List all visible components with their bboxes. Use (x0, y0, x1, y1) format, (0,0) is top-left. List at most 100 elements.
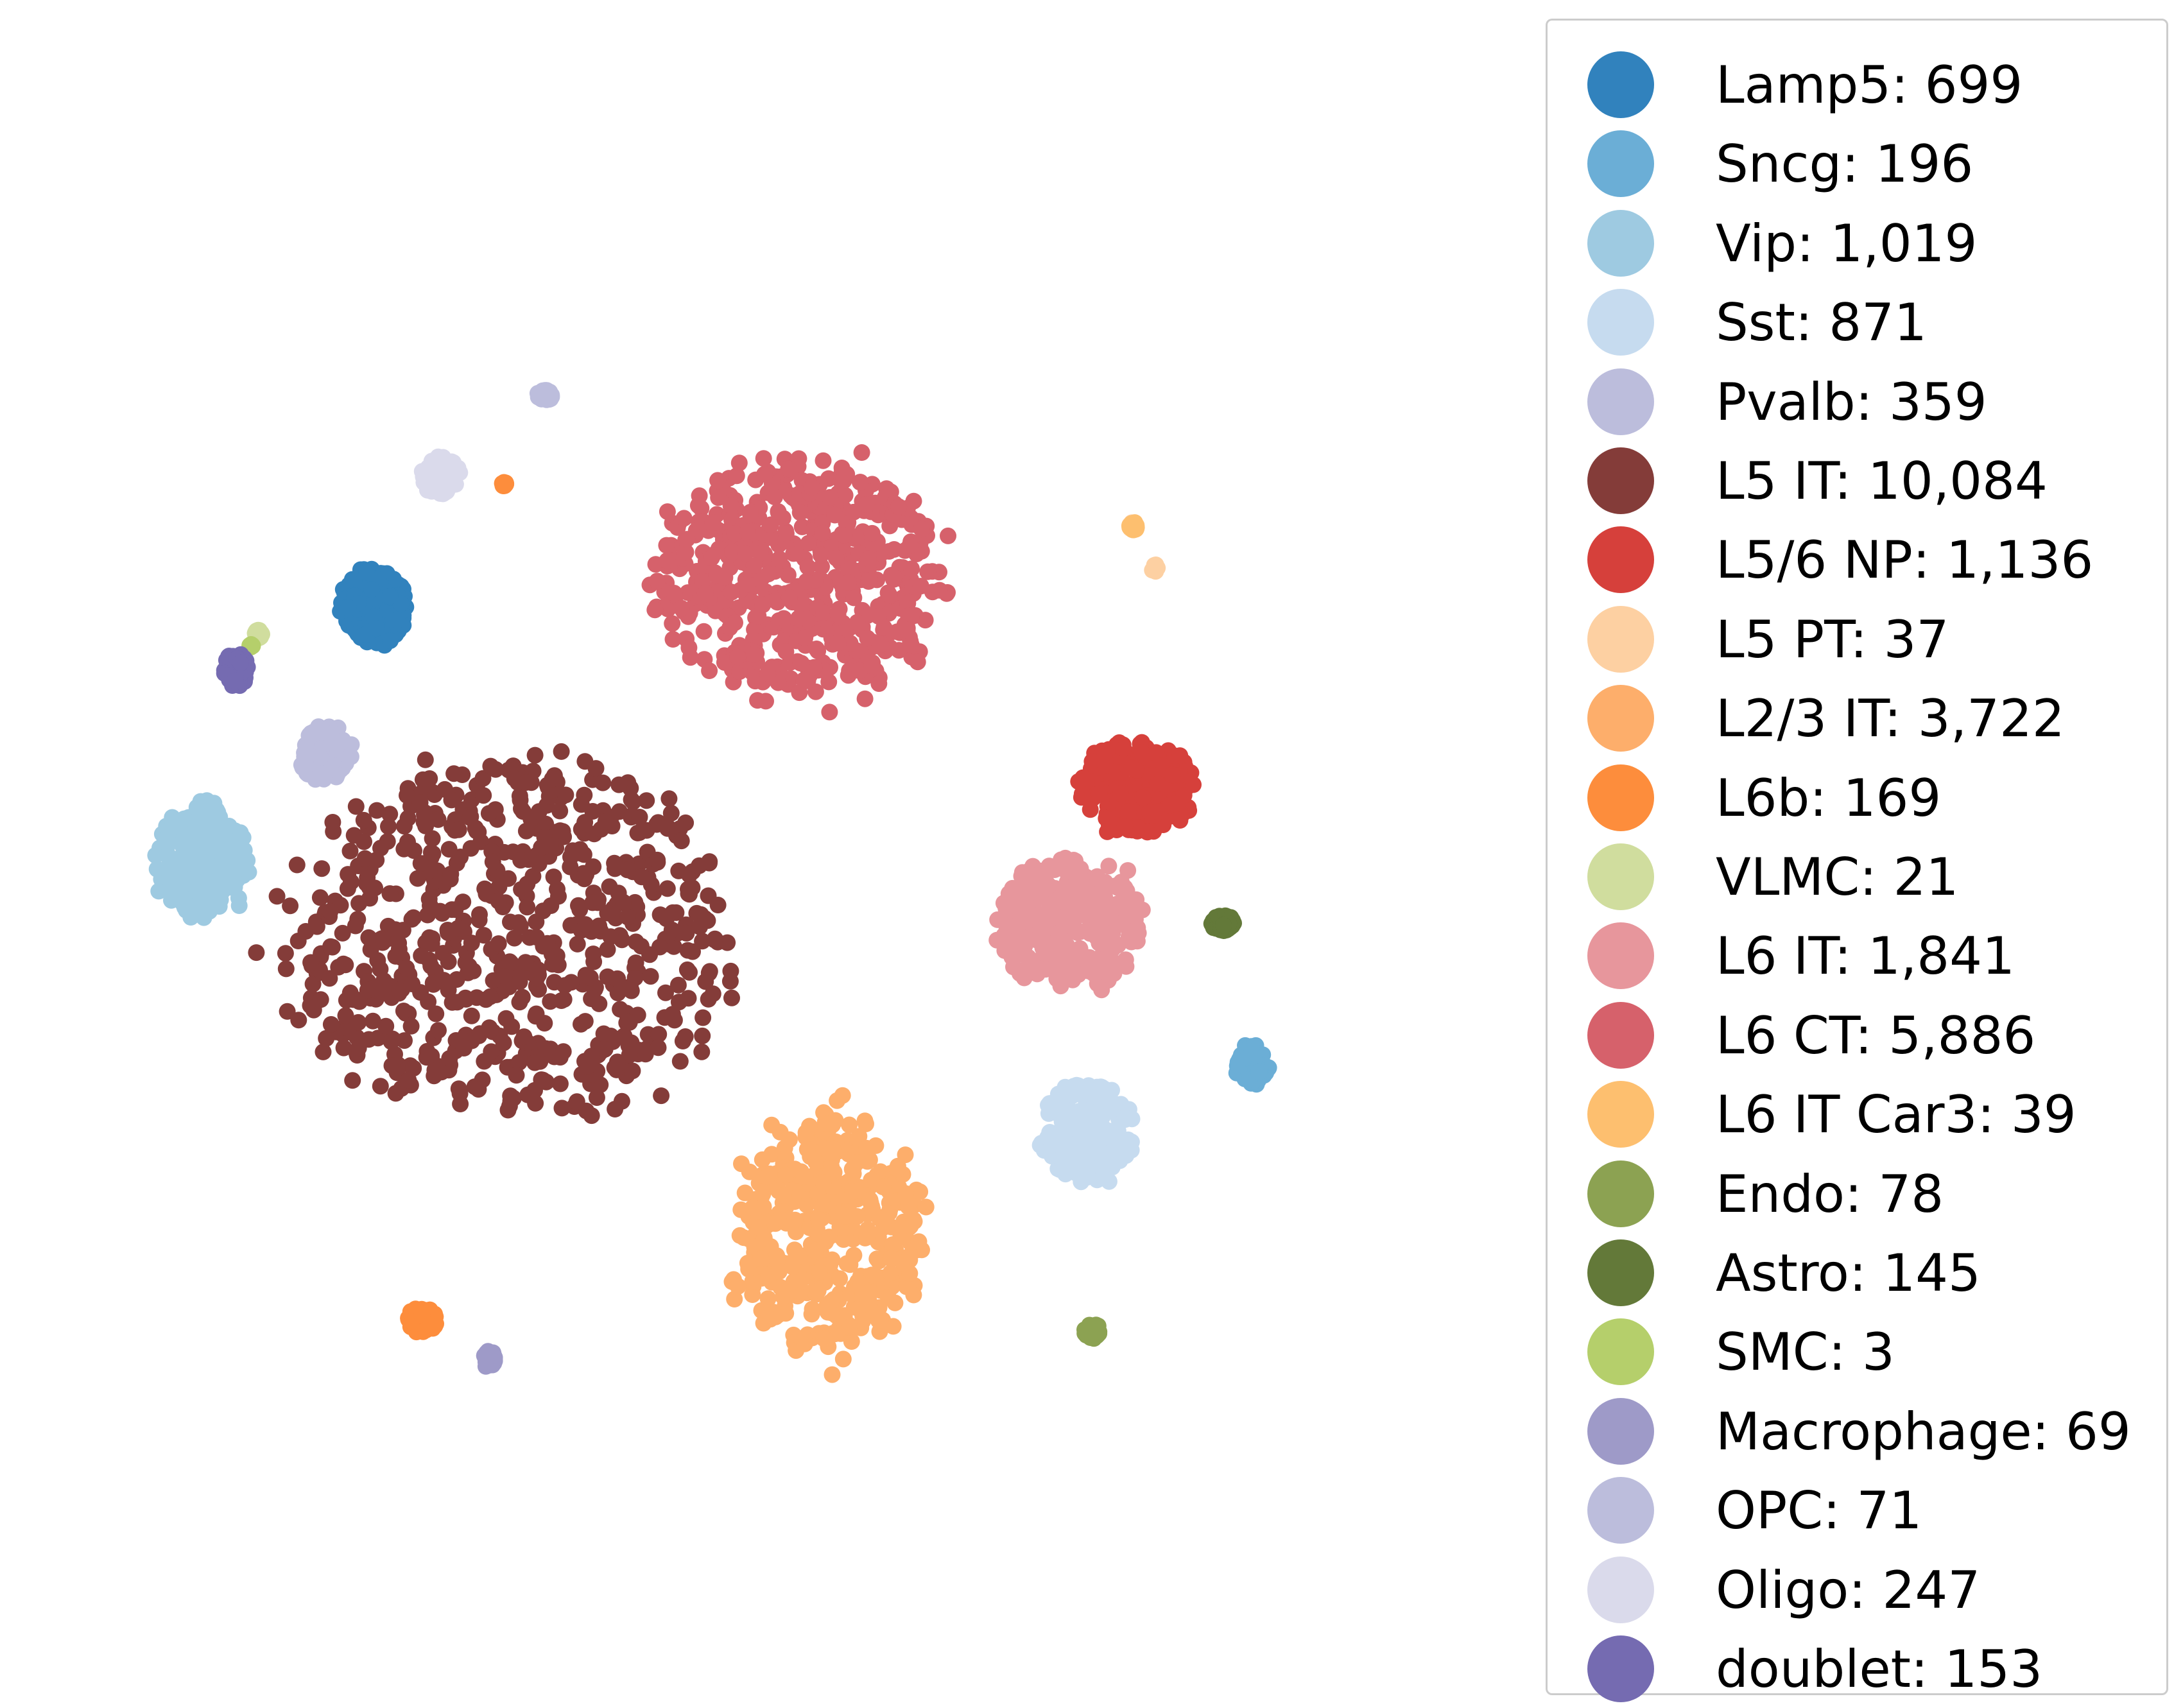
data-point (678, 531, 696, 548)
data-point (541, 385, 558, 402)
data-point (413, 947, 430, 964)
data-point (382, 632, 399, 650)
data-point (584, 803, 601, 820)
data-point (901, 1264, 919, 1282)
data-point (834, 1087, 851, 1104)
legend-item: doublet: 153 (1548, 1635, 2166, 1702)
data-point (1115, 740, 1132, 757)
data-point (799, 558, 816, 576)
data-point (345, 573, 363, 591)
data-point (610, 776, 628, 793)
data-point (696, 585, 714, 601)
data-point (863, 524, 881, 542)
data-point (340, 599, 357, 616)
data-point (1071, 923, 1089, 940)
data-point (451, 1085, 469, 1102)
data-point (836, 527, 853, 544)
data-point (422, 897, 438, 914)
data-point (356, 833, 372, 850)
data-point (838, 1207, 854, 1225)
legend-marker (1587, 1477, 1654, 1544)
data-point (204, 811, 221, 829)
series-vip (147, 792, 257, 926)
legend-marker (1587, 685, 1654, 752)
data-point (413, 1305, 431, 1322)
data-point (664, 631, 682, 648)
data-point (599, 904, 616, 922)
data-point (919, 563, 936, 580)
data-point (471, 906, 488, 923)
data-point (815, 1196, 832, 1214)
data-point (441, 1050, 458, 1067)
data-point (851, 474, 868, 491)
legend-marker (1587, 526, 1654, 594)
data-point (478, 1350, 495, 1368)
data-point (838, 1255, 856, 1272)
data-point (1071, 1103, 1088, 1120)
data-point (333, 732, 350, 750)
series-l5-6-np (1070, 734, 1202, 841)
data-point (381, 587, 399, 605)
data-point (756, 465, 773, 483)
data-point (420, 993, 437, 1010)
data-point (666, 585, 683, 601)
data-point (704, 514, 721, 531)
data-point (402, 1017, 420, 1035)
data-point (577, 916, 594, 933)
data-point (809, 1282, 827, 1299)
data-point (752, 1250, 770, 1268)
data-point (584, 894, 601, 911)
legend-label: OPC: 71 (1716, 1481, 1922, 1541)
data-point (700, 964, 718, 981)
data-point (517, 774, 535, 791)
data-point (322, 1016, 340, 1033)
data-point (745, 557, 763, 574)
data-point (490, 935, 507, 953)
data-point (1185, 776, 1202, 793)
data-point (341, 842, 359, 859)
legend-item: Endo: 78 (1548, 1160, 2166, 1227)
data-point (200, 866, 217, 883)
data-point (1092, 1078, 1109, 1096)
data-point (1070, 966, 1087, 983)
data-point (722, 497, 739, 515)
data-point (1056, 936, 1073, 954)
data-point (623, 982, 640, 999)
data-point (821, 703, 838, 721)
data-point (495, 1034, 512, 1051)
data-point (1057, 862, 1074, 879)
data-point (224, 869, 241, 886)
data-point (813, 546, 829, 564)
data-point (728, 467, 745, 485)
data-point (798, 573, 815, 590)
data-point (193, 825, 211, 842)
data-point (658, 537, 675, 554)
data-point (673, 600, 690, 617)
data-point (399, 833, 416, 850)
data-point (579, 1058, 596, 1075)
data-point (884, 1236, 901, 1253)
data-point (430, 1022, 447, 1039)
legend-item: SMC: 3 (1548, 1318, 2166, 1386)
data-point (512, 852, 530, 869)
data-point (636, 822, 653, 839)
data-point (1099, 811, 1116, 828)
data-point (377, 1017, 395, 1035)
data-point (597, 813, 614, 831)
data-point (533, 839, 550, 856)
data-point (417, 463, 434, 481)
data-point (1146, 556, 1163, 574)
data-point (421, 770, 438, 787)
data-point (568, 1093, 585, 1110)
data-point (1171, 747, 1189, 764)
data-point (544, 956, 561, 973)
data-point (623, 791, 640, 808)
data-point (626, 969, 644, 987)
data-point (573, 845, 590, 862)
data-point (1058, 895, 1075, 912)
data-point (449, 994, 466, 1011)
data-point (305, 723, 322, 741)
data-point (719, 934, 736, 951)
data-point (757, 693, 774, 710)
data-point (829, 635, 847, 651)
